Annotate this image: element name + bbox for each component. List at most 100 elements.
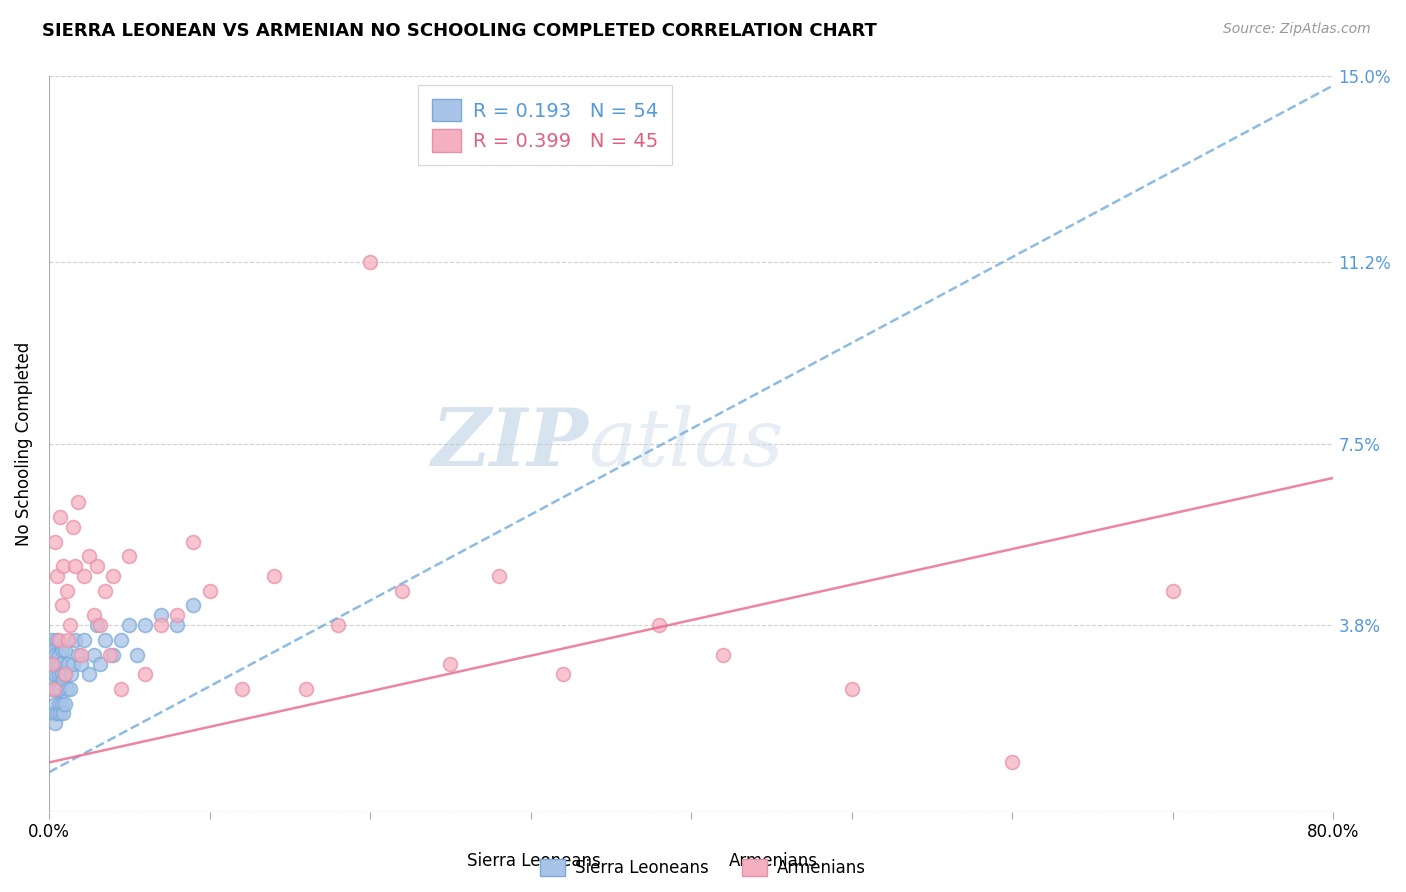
Point: [62, 657, 84, 672]
Point: [46, 657, 69, 672]
Point: [263, 569, 285, 583]
Legend: Sierra Leoneans, Armenians: Sierra Leoneans, Armenians: [533, 852, 873, 884]
Point: [127, 648, 149, 662]
Point: [48, 632, 70, 647]
Point: [46, 569, 69, 583]
Point: [70, 648, 93, 662]
Point: [39, 642, 62, 657]
Point: [118, 549, 141, 564]
Point: [89, 618, 111, 632]
Point: [49, 510, 72, 524]
Point: [94, 583, 117, 598]
Point: [86, 618, 108, 632]
Point: [118, 618, 141, 632]
Point: [41, 632, 63, 647]
Point: [41, 681, 63, 696]
Point: [58, 632, 80, 647]
Point: [59, 681, 82, 696]
Point: [711, 648, 734, 662]
Point: [42, 706, 65, 721]
Point: [44, 534, 66, 549]
Point: [134, 667, 156, 681]
Point: [110, 632, 132, 647]
Point: [70, 657, 93, 672]
Point: [66, 495, 89, 509]
Y-axis label: No Schooling Completed: No Schooling Completed: [15, 342, 32, 546]
Text: Sierra Leoneans: Sierra Leoneans: [467, 852, 602, 870]
Point: [46, 706, 69, 721]
Text: atlas: atlas: [589, 405, 783, 483]
Point: [42, 681, 65, 696]
Point: [48, 648, 70, 662]
Point: [66, 648, 89, 662]
Point: [359, 255, 381, 269]
Point: [326, 618, 349, 632]
Point: [49, 706, 72, 721]
Point: [44, 648, 66, 662]
Point: [49, 657, 72, 672]
Point: [41, 657, 63, 672]
Point: [73, 632, 96, 647]
Point: [98, 648, 121, 662]
Point: [89, 657, 111, 672]
Point: [44, 697, 66, 711]
Point: [86, 559, 108, 574]
Point: [648, 618, 671, 632]
Point: [110, 681, 132, 696]
Point: [51, 667, 73, 681]
Text: ZIP: ZIP: [432, 405, 589, 483]
Point: [295, 681, 318, 696]
Point: [1001, 756, 1024, 770]
Point: [62, 520, 84, 534]
Point: [83, 648, 105, 662]
Point: [44, 716, 66, 731]
Text: SIERRA LEONEAN VS ARMENIAN NO SCHOOLING COMPLETED CORRELATION CHART: SIERRA LEONEAN VS ARMENIAN NO SCHOOLING …: [42, 22, 877, 40]
Point: [46, 632, 69, 647]
Point: [52, 559, 75, 574]
Point: [52, 672, 75, 686]
Point: [166, 618, 188, 632]
Point: [1161, 583, 1184, 598]
Point: [488, 569, 510, 583]
Point: [198, 583, 221, 598]
Point: [55, 681, 77, 696]
Point: [231, 681, 253, 696]
Point: [51, 697, 73, 711]
Point: [52, 706, 75, 721]
Point: [39, 657, 62, 672]
Point: [103, 648, 125, 662]
Point: [49, 681, 72, 696]
Legend: R = 0.193   N = 54, R = 0.399   N = 45: R = 0.193 N = 54, R = 0.399 N = 45: [419, 86, 672, 165]
Text: Source: ZipAtlas.com: Source: ZipAtlas.com: [1223, 22, 1371, 37]
Point: [44, 667, 66, 681]
Point: [46, 681, 69, 696]
Point: [94, 632, 117, 647]
Point: [41, 667, 63, 681]
Point: [63, 632, 86, 647]
Text: Armenians: Armenians: [728, 852, 818, 870]
Point: [60, 667, 83, 681]
Point: [73, 569, 96, 583]
Point: [439, 657, 461, 672]
Point: [83, 608, 105, 623]
Point: [551, 667, 574, 681]
Point: [134, 618, 156, 632]
Point: [391, 583, 413, 598]
Point: [53, 642, 76, 657]
Point: [51, 599, 73, 613]
Point: [41, 648, 63, 662]
Point: [77, 549, 100, 564]
Point: [183, 534, 205, 549]
Point: [48, 697, 70, 711]
Point: [51, 642, 73, 657]
Point: [166, 608, 188, 623]
Point: [150, 608, 173, 623]
Point: [42, 642, 65, 657]
Point: [150, 618, 173, 632]
Point: [77, 667, 100, 681]
Point: [53, 667, 76, 681]
Point: [103, 569, 125, 583]
Point: [42, 672, 65, 686]
Point: [841, 681, 863, 696]
Point: [183, 599, 205, 613]
